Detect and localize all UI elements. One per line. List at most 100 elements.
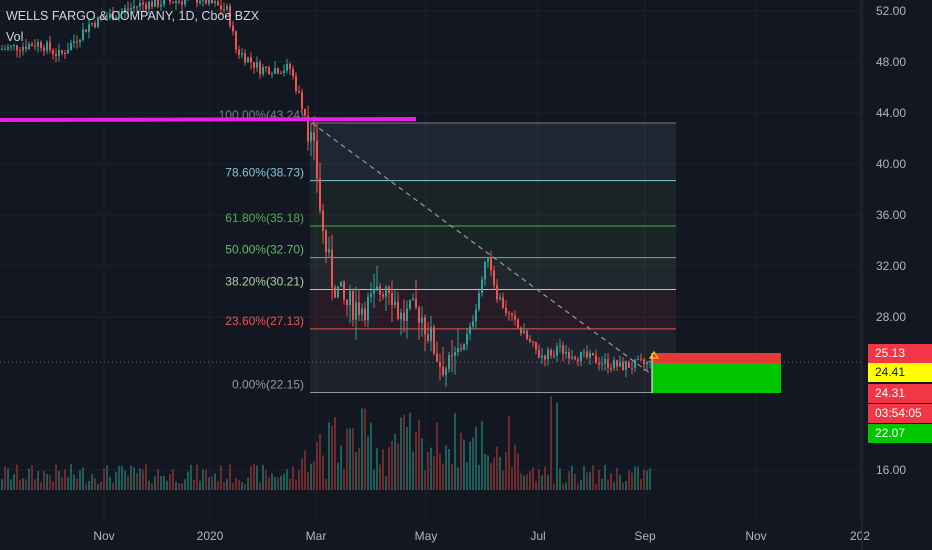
candle-body	[475, 309, 477, 322]
volume-bar	[511, 466, 513, 490]
candle-body	[481, 279, 483, 294]
volume-bar	[364, 408, 366, 490]
volume-bar	[220, 465, 222, 490]
volume-bar	[304, 450, 306, 490]
candle-body	[556, 346, 558, 356]
volume-bar	[607, 479, 609, 490]
volume-bar	[115, 471, 117, 490]
volume-bar	[616, 467, 618, 490]
candle-body	[145, 4, 147, 10]
candle-body	[637, 359, 639, 361]
volume-bar	[535, 481, 537, 490]
volume-legend[interactable]: Vol	[6, 30, 24, 44]
candle-body	[337, 286, 339, 298]
candle-body	[439, 361, 441, 367]
volume-bar	[244, 483, 246, 490]
volume-bar	[562, 483, 564, 490]
candle-body	[70, 43, 72, 50]
volume-bar	[565, 482, 567, 490]
candle-body	[73, 41, 75, 44]
candle-body	[628, 362, 630, 368]
candle-body	[502, 297, 504, 308]
volume-bar	[58, 471, 60, 490]
candle-body	[625, 362, 627, 370]
candle-body	[424, 317, 426, 335]
time-axis-label: 202	[850, 529, 870, 543]
volume-bars	[1, 396, 651, 490]
candle-body	[604, 358, 606, 364]
candle-body	[415, 298, 417, 308]
candle-body	[40, 42, 42, 48]
fib-zone	[310, 328, 676, 393]
fib-level-label: 0.00%(22.15)	[232, 377, 304, 391]
volume-bar	[523, 475, 525, 490]
candle-body	[448, 355, 450, 369]
time-axis-label: Nov	[745, 529, 766, 543]
candle-body	[121, 11, 123, 14]
volume-bar	[31, 465, 33, 490]
candle-body	[208, 0, 210, 4]
candle-body	[124, 8, 126, 12]
volume-bar	[250, 466, 252, 490]
candle-body	[571, 357, 573, 359]
volume-bar	[496, 446, 498, 490]
drawings	[0, 117, 862, 393]
volume-bar	[574, 473, 576, 490]
candle-body	[547, 349, 549, 360]
volume-bar	[271, 473, 273, 490]
volume-bar	[361, 408, 363, 490]
volume-bar	[445, 445, 447, 490]
fib-zone	[310, 122, 676, 181]
volume-bar	[340, 445, 342, 490]
volume-bar	[316, 441, 318, 490]
volume-bar	[646, 470, 648, 490]
volume-bar	[28, 468, 30, 490]
candle-body	[310, 132, 312, 142]
arrow-cursor-icon	[648, 350, 660, 359]
volume-bar	[625, 480, 627, 490]
volume-bar	[583, 465, 585, 490]
candle-body	[34, 45, 36, 47]
volume-bar	[76, 478, 78, 490]
candle-body	[463, 344, 465, 350]
candle-body	[244, 53, 246, 63]
volume-bar	[277, 477, 279, 490]
volume-bar	[487, 455, 489, 490]
candle-body	[85, 29, 87, 32]
volume-bar	[145, 464, 147, 490]
price-axis-label: 40.00	[876, 157, 906, 171]
price-tag-current: 24.41	[868, 363, 932, 382]
volume-bar	[268, 477, 270, 490]
volume-bar	[580, 479, 582, 490]
candle-body	[256, 62, 258, 68]
volume-bar	[388, 446, 390, 490]
candle-body	[523, 330, 525, 334]
volume-bar	[211, 476, 213, 490]
candle-body	[91, 23, 93, 25]
candle-body	[427, 334, 429, 341]
candle-body	[511, 313, 513, 316]
candle-body	[622, 361, 624, 370]
volume-bar	[457, 467, 459, 490]
volume-bar	[505, 451, 507, 490]
volume-bar	[112, 482, 114, 490]
candle-body	[67, 49, 69, 54]
symbol-legend[interactable]: WELLS FARGO & COMPANY, 1D, Cboe BZX	[6, 9, 260, 23]
volume-bar	[544, 466, 546, 490]
volume-bar	[622, 482, 624, 490]
volume-bar	[217, 481, 219, 490]
candle-body	[301, 92, 303, 109]
candle-body	[13, 45, 15, 47]
candle-body	[226, 6, 228, 10]
volume-bar	[232, 482, 234, 490]
volume-bar	[274, 476, 276, 490]
candle-body	[259, 62, 261, 75]
candle-body	[277, 68, 279, 74]
volume-bar	[151, 483, 153, 490]
candle-body	[295, 76, 297, 91]
candle-body	[169, 0, 171, 2]
volume-bar	[370, 422, 372, 490]
volume-bar	[160, 476, 162, 490]
volume-bar	[97, 483, 99, 490]
